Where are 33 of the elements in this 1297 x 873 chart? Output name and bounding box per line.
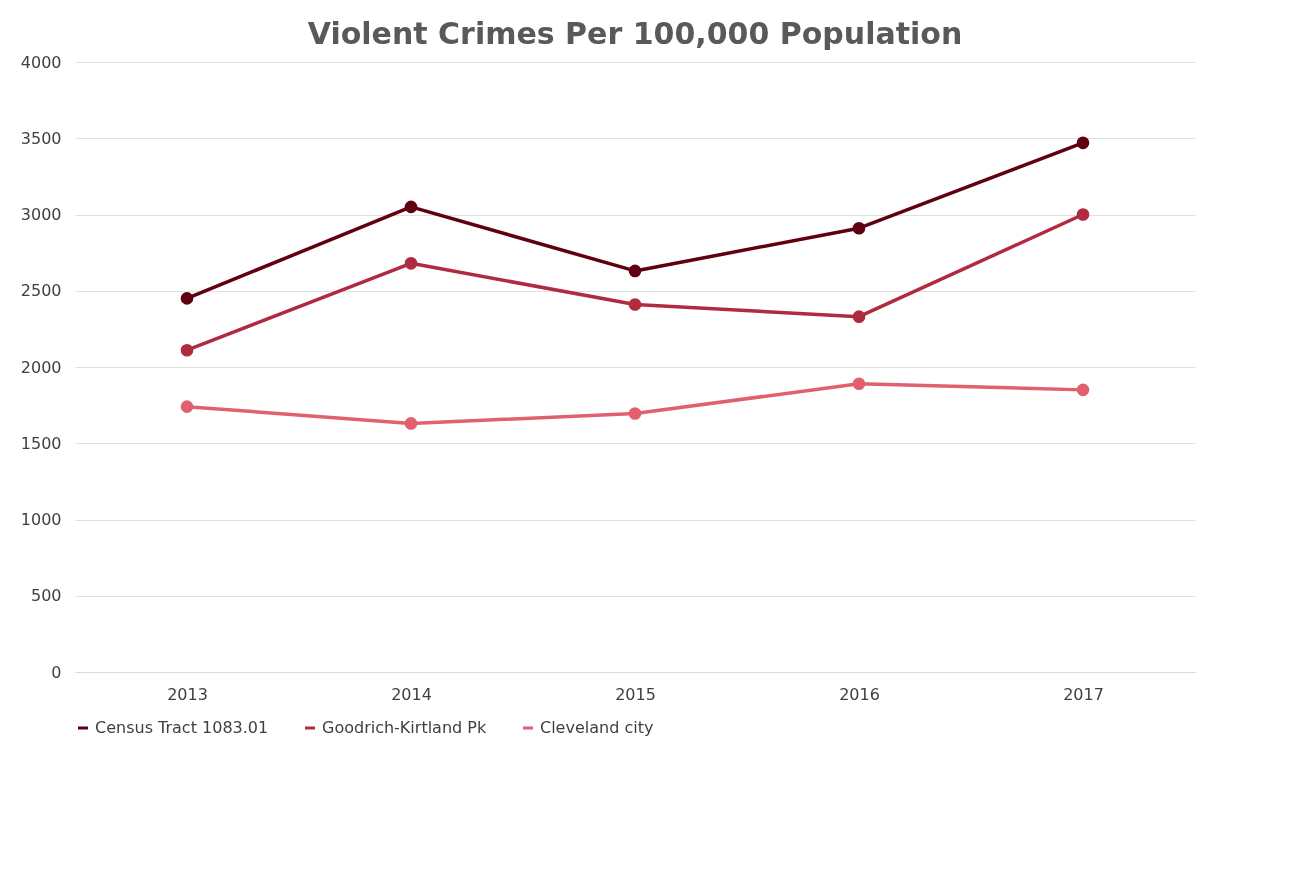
point (180, 292, 194, 305)
x-tick-label: 2017 (1063, 684, 1104, 704)
point (404, 200, 418, 214)
point (1076, 208, 1090, 221)
x-tick-label: 2013 (167, 684, 208, 704)
point (628, 298, 642, 311)
legend-label: Cleveland city (540, 718, 654, 737)
point (852, 377, 866, 391)
x-tick-label: 2016 (839, 684, 880, 704)
point (852, 221, 866, 235)
x-tick-label: 2014 (391, 684, 432, 704)
point (404, 417, 418, 430)
x-tick-label: 2015 (615, 684, 656, 704)
point (852, 310, 866, 323)
chart-title: Violent Crimes Per 100,000 Population (307, 16, 963, 51)
y-tick-label: 0 (51, 662, 62, 682)
y-tick-label: 2000 (20, 357, 62, 377)
point (1076, 136, 1090, 150)
point (628, 264, 642, 278)
y-tick-label: 500 (30, 586, 62, 606)
point (1076, 383, 1090, 397)
point (628, 407, 642, 420)
point (180, 400, 194, 413)
point (404, 256, 418, 270)
y-tick-label: 3000 (20, 205, 62, 224)
y-tick-label: 3500 (20, 128, 62, 148)
point (180, 343, 194, 357)
legend-label: Goodrich-Kirtland Pk (322, 718, 487, 737)
y-tick-label: 2500 (20, 281, 62, 301)
y-tick-label: 4000 (20, 52, 62, 72)
y-tick-label: 1000 (20, 510, 62, 529)
y-tick-label: 1500 (20, 433, 62, 453)
legend-label: Census Tract 1083.01 (95, 718, 269, 737)
